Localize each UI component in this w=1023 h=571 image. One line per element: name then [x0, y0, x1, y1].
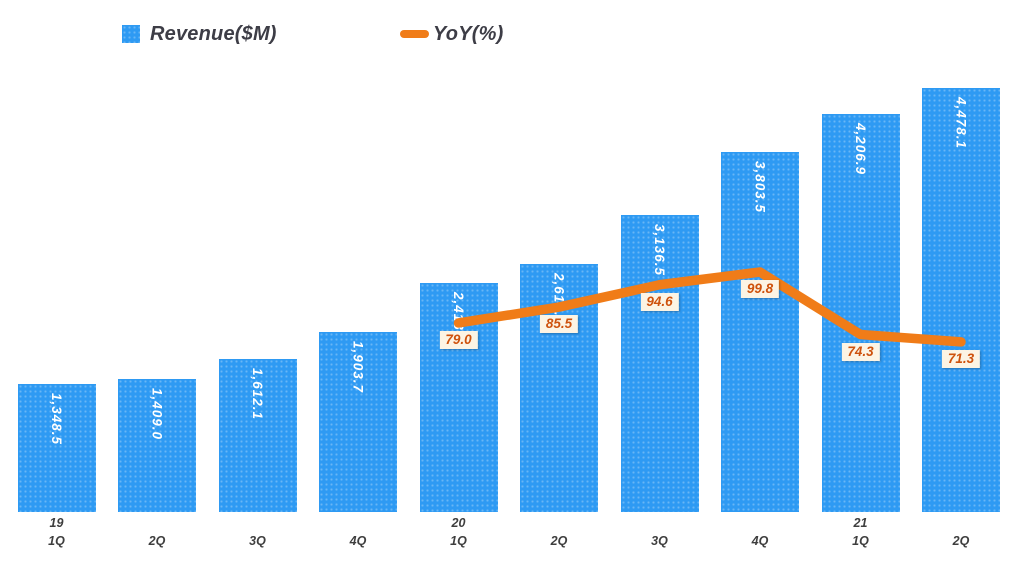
x-axis-year: [916, 514, 1006, 532]
revenue-bar: 1,348.5: [17, 384, 96, 512]
x-axis-year: [213, 514, 303, 532]
x-axis-label: 4Q: [715, 514, 805, 550]
x-axis-year: [715, 514, 805, 532]
revenue-bar: 4,206.9: [821, 113, 900, 512]
yoy-point-label: 85.5: [539, 315, 579, 334]
revenue-bar: 4,478.1: [922, 88, 1000, 512]
x-axis-label: 2Q: [514, 514, 604, 550]
bar-value-label: 1,612.1: [250, 368, 265, 421]
legend-label-yoy: YoY(%): [433, 22, 504, 45]
x-axis-quarter: 4Q: [349, 534, 367, 548]
x-axis-year: 19: [49, 516, 64, 530]
bar-value-label: 3,803.5: [752, 160, 768, 213]
yoy-point-label: 94.6: [640, 292, 679, 311]
revenue-bar: 1,409.0: [118, 378, 196, 512]
bar-value-label: 1,409.0: [149, 387, 165, 440]
bar-value-label: 3,136.5: [652, 224, 667, 277]
x-axis-quarter: 2Q: [550, 534, 568, 548]
x-axis-quarter: 1Q: [450, 534, 467, 548]
bar-value-label: 4,206.9: [853, 122, 868, 175]
legend: Revenue($M) YoY(%): [0, 14, 1023, 50]
x-axis-label: 2Q: [112, 514, 202, 550]
x-axis-label: 4Q: [313, 514, 403, 550]
bar-value-label: 1,903.7: [350, 340, 366, 393]
revenue-bar: 3,136.5: [620, 215, 699, 512]
x-axis-year: [514, 514, 604, 532]
revenue-bar: 2,413.6: [419, 283, 498, 512]
x-axis-year: 21: [853, 516, 868, 530]
revenue-bar: 1,903.7: [319, 331, 397, 512]
bar-value-label: 1,348.5: [49, 393, 64, 446]
x-axis-quarter: 2Q: [952, 534, 970, 548]
x-axis-label: 3Q: [615, 514, 705, 550]
revenue-bar: 1,612.1: [218, 359, 297, 512]
yoy-point-label: 71.3: [941, 349, 981, 368]
legend-label-revenue: Revenue($M): [150, 22, 277, 45]
x-axis-quarter: 1Q: [48, 534, 65, 548]
x-axis-quarter: 1Q: [852, 534, 869, 548]
revenue-bar: 3,803.5: [721, 151, 799, 512]
yoy-point-label: 99.8: [740, 279, 780, 298]
x-axis-label: 3Q: [213, 514, 303, 550]
x-axis-year: [313, 514, 403, 532]
legend-item-revenue: Revenue($M): [122, 18, 277, 50]
x-axis-year: [615, 514, 705, 532]
revenue-bar: 2,614.1: [520, 264, 598, 512]
x-axis-label: 2Q: [916, 514, 1006, 550]
revenue-swatch-icon: [122, 25, 140, 43]
legend-item-yoy: YoY(%): [400, 18, 503, 50]
x-axis-quarter: 3Q: [249, 534, 266, 548]
yoy-swatch-icon: [400, 30, 429, 38]
yoy-point-label: 79.0: [439, 330, 478, 349]
x-axis-quarter: 3Q: [651, 534, 668, 548]
x-axis-quarter: 2Q: [148, 534, 166, 548]
x-axis-year: [112, 514, 202, 532]
yoy-point-label: 74.3: [841, 342, 880, 361]
x-axis-quarter: 4Q: [751, 534, 769, 548]
x-axis-label: 21 1Q: [816, 514, 906, 550]
x-axis-label: 20 1Q: [414, 514, 504, 550]
x-axis-label: 19 1Q: [12, 514, 102, 550]
bar-value-label: 4,478.1: [953, 97, 969, 150]
x-axis-year: 20: [451, 516, 466, 530]
